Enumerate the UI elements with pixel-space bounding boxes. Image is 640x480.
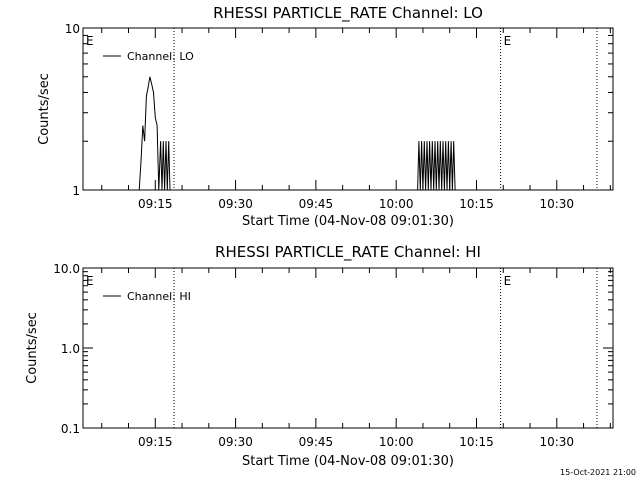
event-marker-label: E [504,274,512,288]
x-tick-label: 09:45 [299,435,334,449]
x-tick-label: 10:30 [539,435,574,449]
y-axis-label: Counts/sec [25,312,40,384]
y-axis-label: Counts/sec [37,73,52,145]
footer-timestamp: 15-Oct-2021 21:00 [560,468,636,477]
x-tick-label: 10:30 [539,197,574,211]
x-tick-label: 09:15 [138,435,173,449]
event-marker-label: E [86,34,94,48]
y-tick-label: 0.1 [61,422,80,436]
chart-title: RHESSI PARTICLE_RATE Channel: LO [213,4,483,23]
event-marker-label: E [86,274,94,288]
event-marker-label: E [504,34,512,48]
y-tick-label: 10 [65,22,80,36]
x-tick-label: 09:30 [218,435,253,449]
y-tick-label: 1 [72,184,80,198]
x-tick-label: 09:15 [138,197,173,211]
x-axis-label: Start Time (04-Nov-08 09:01:30) [242,454,454,469]
x-tick-label: 10:15 [459,197,494,211]
x-axis-label: Start Time (04-Nov-08 09:01:30) [242,214,454,229]
x-tick-label: 09:45 [299,197,334,211]
legend-entry: Channel: HI [127,290,191,303]
x-tick-label: 10:15 [459,435,494,449]
series-line [133,76,456,191]
x-tick-label: 10:00 [379,435,414,449]
y-tick-label: 10.0 [53,262,80,276]
x-tick-label: 09:30 [218,197,253,211]
legend-entry: Channel: LO [127,50,194,63]
x-tick-label: 10:00 [379,197,414,211]
panel-hi: RHESSI PARTICLE_RATE Channel: HI 0.1 1.0 10… [25,243,614,469]
panel-lo: RHESSI PARTICLE_RATE Channel: LO 1 10 09:15… [37,4,614,229]
y-tick-label: 1.0 [61,342,80,356]
chart-title: RHESSI PARTICLE_RATE Channel: HI [215,243,481,262]
